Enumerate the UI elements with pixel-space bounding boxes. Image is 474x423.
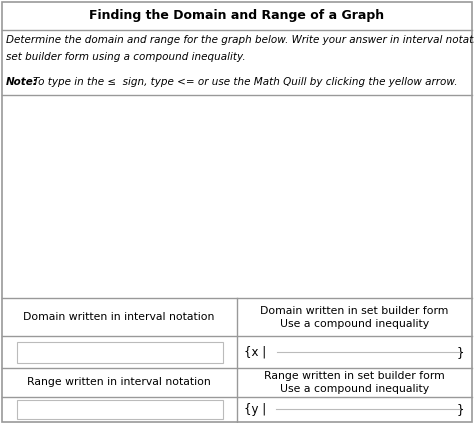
- Point: [138, 140, 146, 147]
- Text: Determine the domain and range for the graph below. Write your answer in interva: Determine the domain and range for the g…: [6, 35, 474, 45]
- Text: y: y: [265, 98, 271, 107]
- Text: x: x: [461, 188, 467, 198]
- Text: Use a compound inequality: Use a compound inequality: [280, 384, 429, 394]
- Text: {x |: {x |: [244, 346, 266, 359]
- Text: Finding the Domain and Range of a Graph: Finding the Domain and Range of a Graph: [90, 9, 384, 22]
- Text: }: }: [457, 346, 465, 359]
- Text: Range written in interval notation: Range written in interval notation: [27, 377, 210, 387]
- Text: set builder form using a compound inequality.: set builder form using a compound inequa…: [6, 52, 246, 63]
- Text: Note:: Note:: [6, 77, 37, 88]
- Point: [332, 247, 340, 253]
- Text: {y |: {y |: [244, 403, 266, 416]
- Text: Range written in set builder form: Range written in set builder form: [264, 371, 445, 381]
- Text: }: }: [457, 403, 465, 416]
- Text: To type in the ≤  sign, type <= or use the Math Quill by clicking the yellow arr: To type in the ≤ sign, type <= or use th…: [33, 77, 458, 88]
- Text: Use a compound inequality: Use a compound inequality: [280, 319, 429, 329]
- Text: Domain written in interval notation: Domain written in interval notation: [23, 312, 214, 322]
- Text: Domain written in set builder form: Domain written in set builder form: [260, 306, 448, 316]
